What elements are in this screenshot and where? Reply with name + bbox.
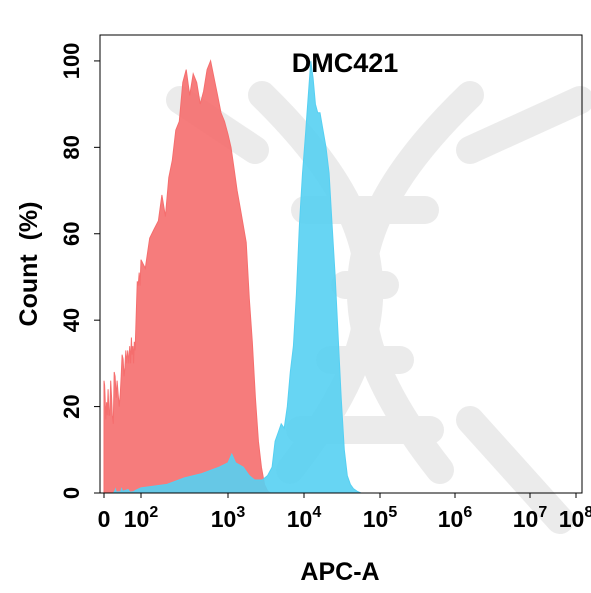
x-tick-label: 102 — [124, 504, 159, 532]
y-axis-title: Count (%) — [15, 202, 43, 327]
x-tick-label: 0 — [98, 506, 111, 532]
x-tick-label: 104 — [287, 504, 322, 532]
y-tick-label: 100 — [59, 43, 84, 80]
histogram-series-2 — [112, 60, 362, 494]
x-axis: 0 102 103 104 105 106 107 108 — [98, 493, 591, 532]
x-tick-label: 108 — [559, 504, 591, 532]
chart-title: DMC421 — [292, 48, 399, 78]
y-tick-label: 60 — [59, 222, 84, 246]
x-tick-label: 103 — [211, 504, 246, 532]
histogram-series-1 — [103, 59, 273, 494]
x-tick-label: 107 — [513, 504, 548, 532]
plot-frame — [99, 34, 583, 494]
y-tick-label: 0 — [59, 487, 84, 499]
y-tick-label: 20 — [59, 394, 84, 418]
x-tick-label: 106 — [438, 504, 473, 532]
histogram-series-layer — [103, 59, 362, 494]
x-axis-title: APC-A — [300, 558, 379, 586]
y-tick-label: 80 — [59, 135, 84, 159]
y-axis: 0 20 40 60 80 100 — [59, 43, 100, 499]
y-tick-label: 40 — [59, 308, 84, 332]
x-tick-label: 105 — [363, 504, 398, 532]
